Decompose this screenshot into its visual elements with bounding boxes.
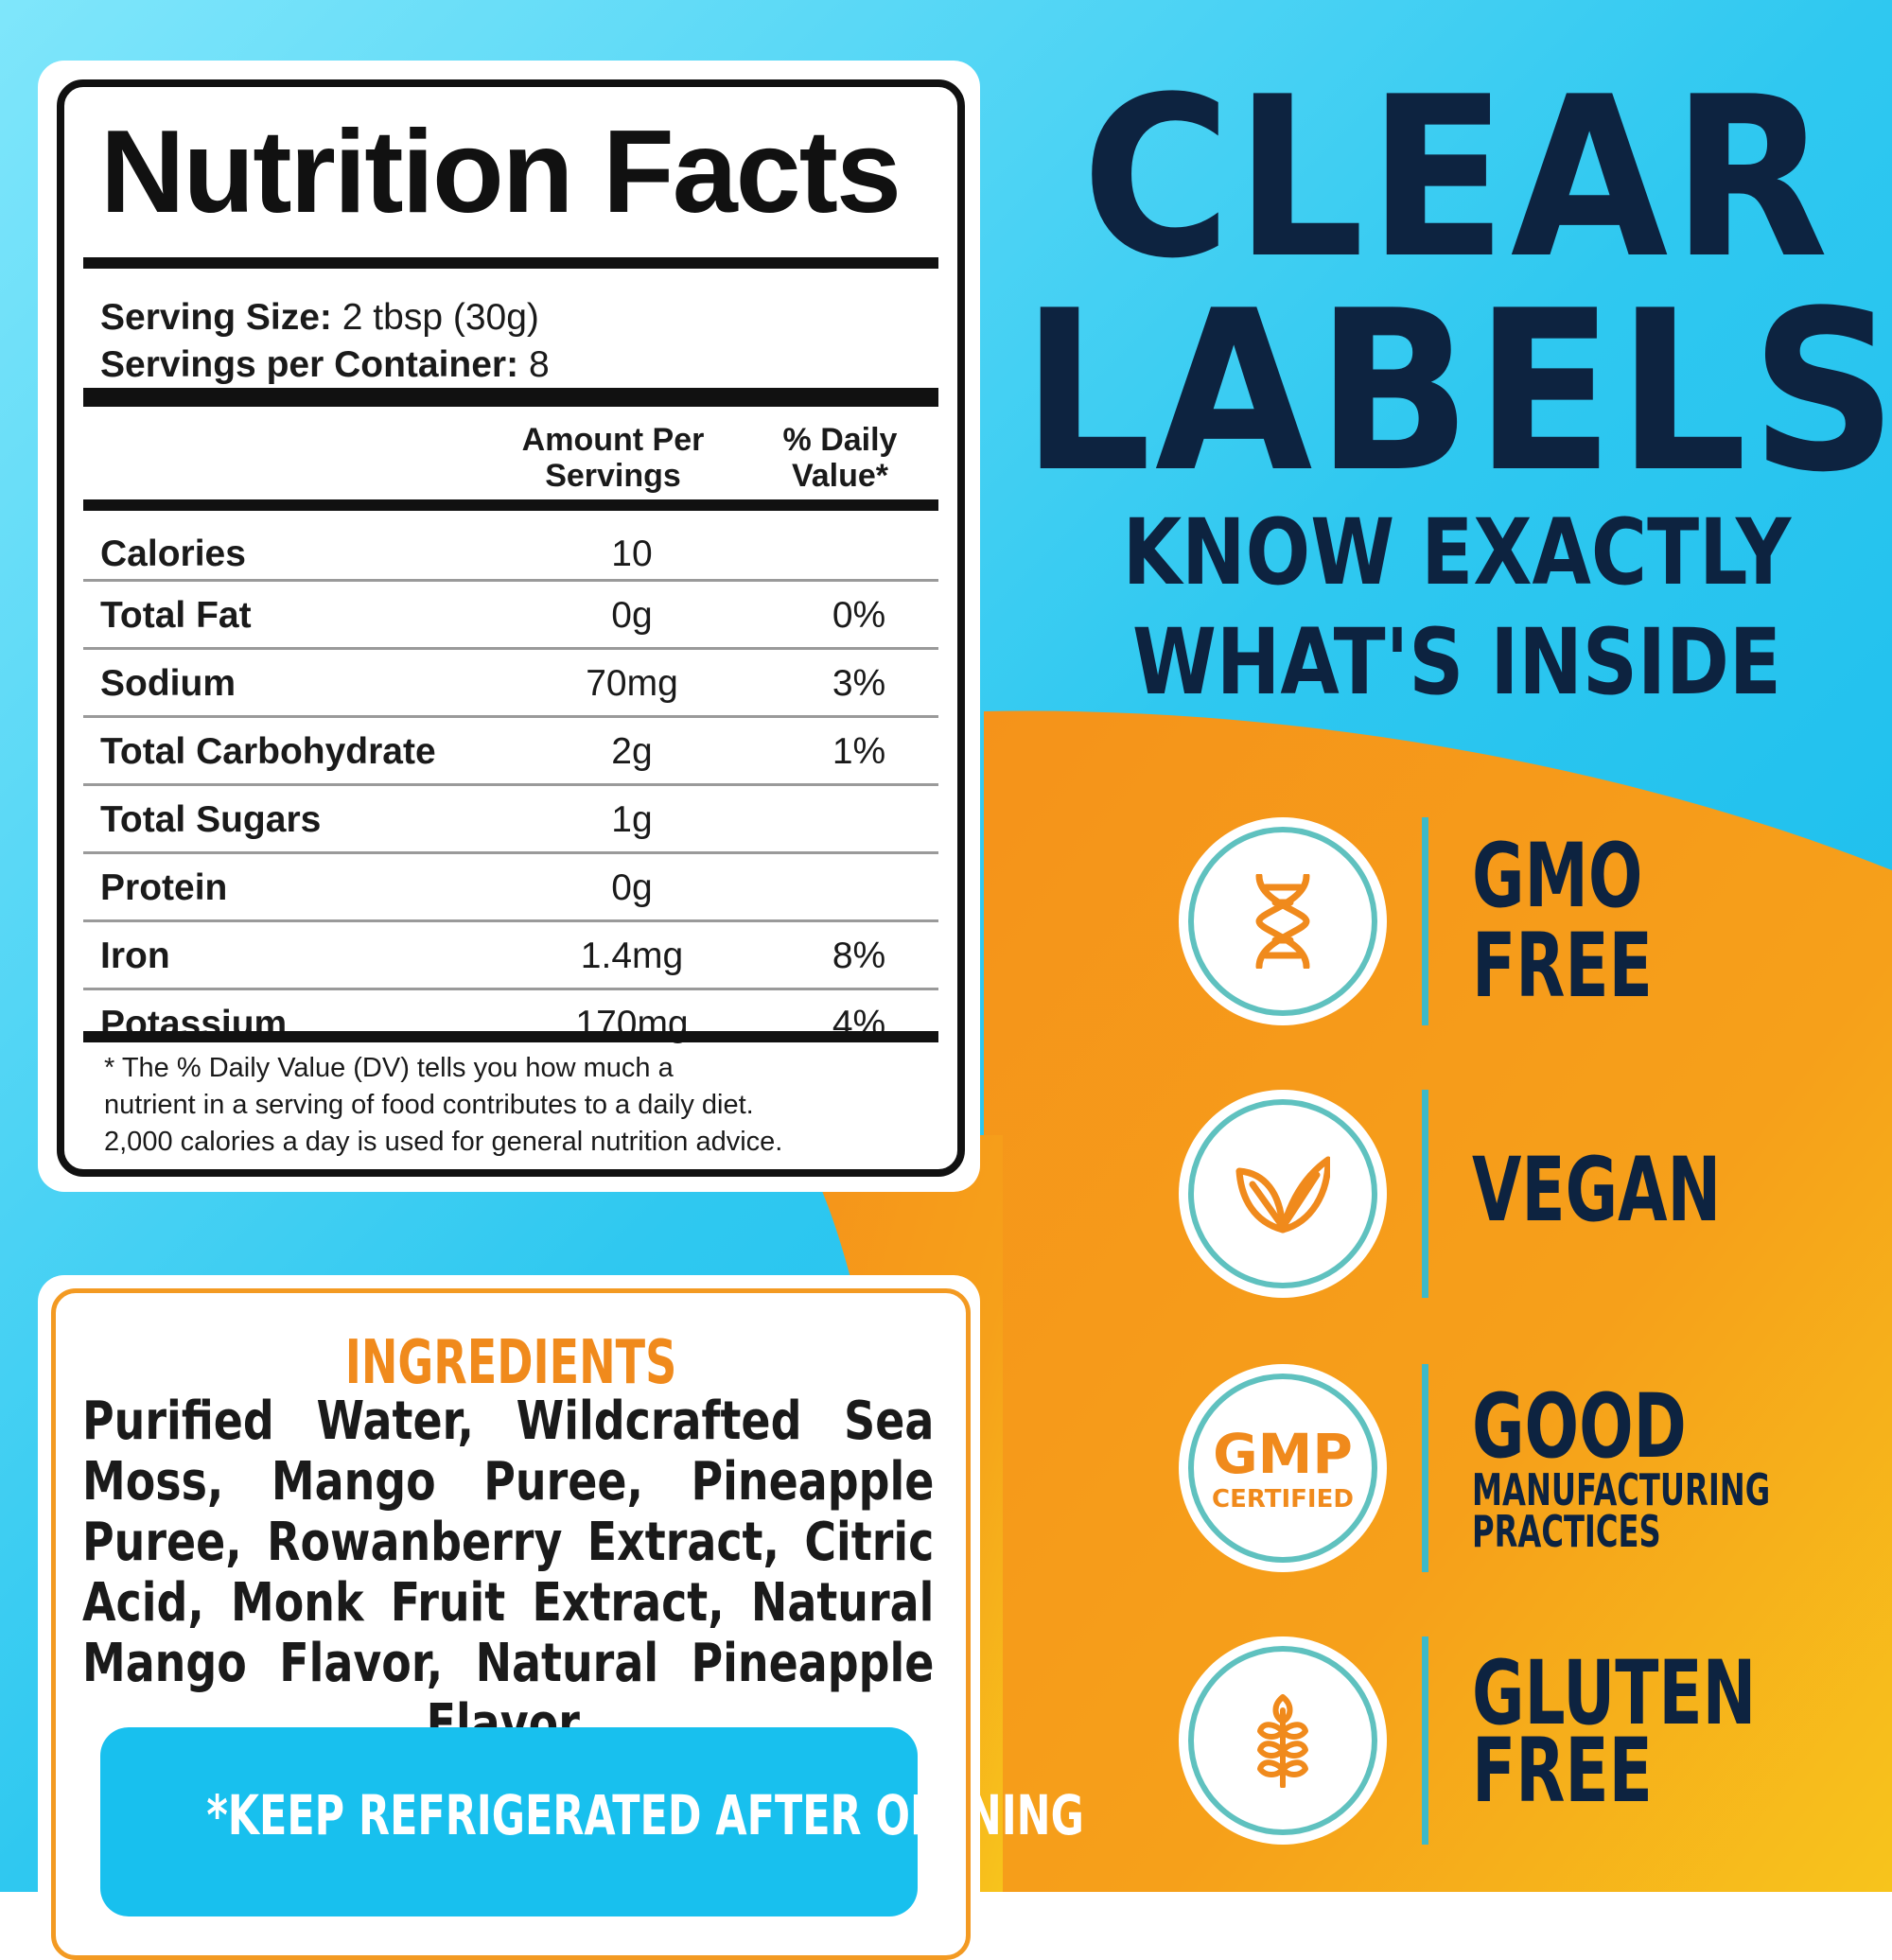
table-row: Iron 1.4mg 8% [83,922,938,990]
leaf-icon [1235,1156,1330,1234]
badge-divider [1422,1364,1428,1572]
refrigerate-note-text: *KEEP REFRIGERATED AFTER OPENING [206,1783,1084,1847]
footer-rule [83,1031,938,1042]
table-row: Protein 0g [83,854,938,922]
table-row: Total Fat 0g 0% [83,582,938,650]
nutrition-facts-panel: Nutrition Facts Serving Size: 2 tbsp (30… [57,79,965,1177]
headline-know-exactly: KNOW EXACTLY [1122,499,1792,605]
nutrition-facts-title: Nutrition Facts [100,107,902,237]
table-row: Calories 10 [83,526,938,582]
wheat-icon [1257,1694,1308,1788]
gmp-certified-badge: GMP CERTIFIED [1179,1364,1387,1572]
nutrient-table: Calories 10 Total Fat 0g 0% Sodium 70mg … [83,526,938,1056]
column-header-daily-value: % Daily Value* [782,422,898,494]
good-label: GOOD [1472,1375,1687,1479]
table-row: Potassium 170mg 4% [100,1004,886,1044]
table-row: Sodium 70mg 3% [83,650,938,718]
headline-whats-inside: WHAT'S INSIDE [1131,609,1782,715]
nutrition-facts-card: Nutrition Facts Serving Size: 2 tbsp (30… [38,61,980,1192]
practices-label: PRACTICES [1472,1506,1661,1557]
gmo-free-badge [1179,817,1387,1025]
ingredients-title: INGREDIENTS [344,1328,677,1398]
gmp-certified-subtext: CERTIFIED [1212,1485,1354,1514]
badge-divider [1422,817,1428,1025]
serving-rule [83,388,938,407]
dna-icon [1255,874,1310,969]
title-rule [83,257,938,269]
refrigerate-note: *KEEP REFRIGERATED AFTER OPENING [100,1727,1084,1916]
gluten-free-badge [1179,1636,1387,1845]
table-row: Total Carbohydrate 2g 1% [83,718,938,786]
headline-labels: LABELS [1022,264,1892,521]
table-row: Total Sugars 1g [83,786,938,854]
serving-size: Serving Size: 2 tbsp (30g) [100,299,539,336]
gluten-label: GLUTEN [1472,1642,1757,1745]
ingredients-panel: INGREDIENTS Purified Water, Wildcrafted … [51,1288,971,1960]
vegan-label: VEGAN [1472,1139,1722,1242]
servings-per-container: Servings per Container: 8 [100,346,550,383]
badge-divider [1422,1090,1428,1298]
gmp-certified-icon: GMP [1213,1422,1353,1486]
gluten-free-label: FREE [1472,1720,1653,1823]
serving-size-value: 2 tbsp (30g) [342,297,539,338]
column-header-amount: Amount Per Servings [521,422,705,494]
serving-size-label: Serving Size: [100,297,332,338]
servings-label: Servings per Container: [100,344,519,385]
gmo-free-label: FREE [1472,915,1653,1018]
ingredients-list: Purified Water, Wildcrafted Sea Moss, Ma… [82,1391,935,1755]
manufacturing-label: MANUFACTURING [1472,1464,1771,1515]
headline-clear: CLEAR [1081,50,1832,307]
servings-value: 8 [528,344,550,385]
vegan-badge [1179,1090,1387,1298]
badge-divider [1422,1636,1428,1845]
header-rule [83,499,938,511]
daily-value-footnote: * The % Daily Value (DV) tells you how m… [104,1053,783,1157]
gmo-label: GMO [1472,825,1643,928]
